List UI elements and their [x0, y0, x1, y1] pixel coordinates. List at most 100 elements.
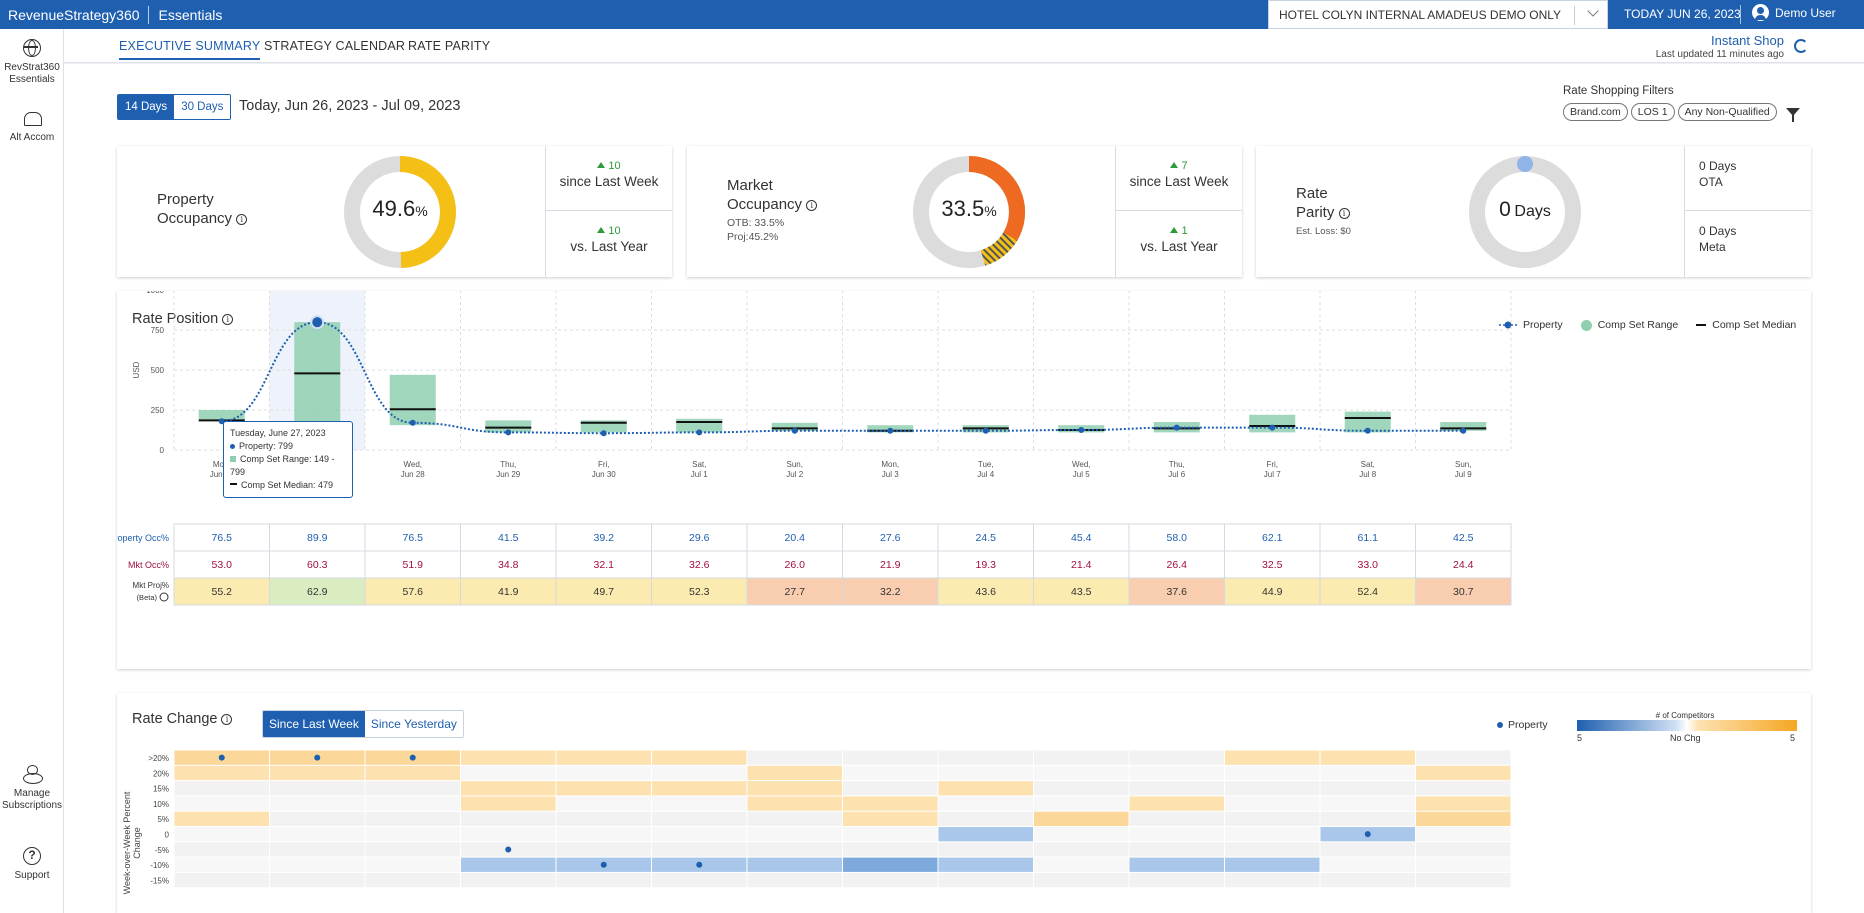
x-tick-date: Jul 6 — [1168, 470, 1185, 479]
heat-cell — [842, 841, 939, 858]
legend-comp-set-median[interactable]: Comp Set Median — [1696, 319, 1796, 331]
heat-cell — [842, 826, 939, 843]
heat-cell — [842, 764, 939, 782]
info-icon[interactable]: i — [236, 214, 248, 225]
filter-icon[interactable] — [1785, 108, 1800, 122]
comp-set-range-bar — [771, 422, 818, 431]
user-menu[interactable]: Demo User — [1752, 4, 1836, 21]
tooltip-date: Tuesday, June 27, 2023 — [230, 428, 326, 438]
instant-shop-link[interactable]: Instant Shop — [1711, 33, 1784, 48]
info-icon[interactable]: i — [806, 200, 818, 211]
table-cell — [460, 577, 557, 606]
info-icon[interactable]: i — [221, 714, 233, 725]
heat-cell — [1128, 749, 1225, 766]
heat-cell — [1224, 780, 1321, 797]
projection-value: Proj:45.2% — [727, 231, 779, 243]
subscriptions-icon — [23, 765, 43, 784]
x-tick-date: Jul 7 — [1264, 470, 1281, 479]
table-cell-value: 29.6 — [689, 532, 710, 544]
filter-chip-los[interactable]: LOS 1 — [1630, 103, 1675, 121]
hotel-select[interactable]: HOTEL COLYN INTERNAL AMADEUS DEMO ONLY — [1268, 0, 1608, 29]
sidebar-item-alt-accom[interactable]: Alt Accom — [0, 109, 64, 144]
x-tick-day: Sun, — [787, 460, 803, 469]
table-cell-value: 57.6 — [403, 586, 424, 598]
sidebar-item-manage-subscriptions[interactable]: Manage Subscriptions — [0, 765, 64, 812]
chevron-down-icon[interactable] — [1587, 5, 1599, 17]
tooltip-property-row: Property: 799 — [230, 440, 346, 453]
info-icon[interactable]: i — [1338, 208, 1350, 219]
tab-rate-parity[interactable]: RATE PARITY — [408, 39, 491, 53]
sidebar-item-support[interactable]: ? Support — [0, 847, 64, 882]
tab-executive-summary[interactable]: EXECUTIVE SUMMARY — [119, 39, 261, 60]
property-rate-point — [1364, 427, 1371, 434]
heat-cell-filled — [461, 796, 556, 811]
info-icon[interactable]: i — [222, 314, 234, 325]
y-tick-label: -5% — [155, 846, 169, 855]
heat-cell-filled — [556, 750, 651, 765]
heat-cell — [937, 810, 1034, 827]
y-tick-label: -15% — [150, 876, 169, 885]
table-cell — [1224, 577, 1321, 606]
heat-cell-filled — [1416, 796, 1511, 811]
market-occupancy-comparisons: 7 since Last Week 1 vs. Last Year — [1115, 146, 1242, 277]
filter-chip-brand[interactable]: Brand.com — [1563, 103, 1628, 121]
since-last-week: 10 since Last Week — [546, 146, 672, 211]
competitor-scale-bar — [1577, 720, 1797, 731]
building-icon — [23, 109, 42, 127]
since-yesterday-button[interactable]: Since Yesterday — [364, 711, 463, 737]
rate-change-heatmap: >20% 20% 15% 10% 5% 0 -5% -10% -15% — [148, 749, 1512, 889]
property-rate-point — [696, 429, 703, 436]
donut-marker — [1517, 156, 1533, 172]
rate-change-toggle: Since Last Week Since Yesterday — [262, 710, 464, 738]
heat-cell-filled — [843, 796, 938, 811]
x-tick-date: Jul 3 — [882, 470, 899, 479]
heat-cell — [1033, 749, 1130, 766]
rate-parity-donut — [1469, 156, 1581, 268]
delta-up: 7 — [1116, 160, 1242, 172]
tab-strategy-calendar[interactable]: STRATEGY CALENDAR — [264, 39, 406, 53]
rate-position-legend: Property Comp Set Range Comp Set Median — [1499, 319, 1796, 331]
heat-cell — [269, 810, 366, 827]
heat-cell — [460, 810, 557, 827]
vs-last-year: 1 vs. Last Year — [1116, 211, 1242, 276]
x-tick-day: Sun, — [1455, 460, 1471, 469]
heat-cell — [651, 810, 748, 827]
row-label-property-occ: Property Occ% — [117, 533, 169, 543]
parity-days: 0 Days — [1699, 159, 1737, 173]
refresh-icon[interactable] — [1794, 39, 1808, 53]
filter-chip-rate-type[interactable]: Any Non-Qualified — [1677, 103, 1777, 121]
legend-label: Comp Set Median — [1712, 319, 1797, 331]
x-tick-date: Jul 2 — [786, 470, 803, 479]
heat-cell — [555, 871, 652, 889]
heat-cell — [1319, 764, 1416, 782]
legend-property-marker — [1497, 722, 1503, 728]
x-tick-date: Jul 4 — [977, 470, 994, 479]
table-cell-value: 61.1 — [1358, 532, 1379, 544]
table-cell — [1128, 577, 1225, 606]
x-tick-date: Jul 5 — [1073, 470, 1090, 479]
y-tick-label: 1000 — [146, 291, 164, 295]
since-last-week-button[interactable]: Since Last Week — [263, 711, 365, 737]
ota-parity: 0 Days OTA — [1685, 146, 1811, 211]
y-tick-label: 500 — [151, 366, 165, 375]
range-14-days-button[interactable]: 14 Days — [118, 95, 175, 119]
market-occupancy-donut — [913, 156, 1025, 268]
heat-cell — [1224, 841, 1321, 858]
rate-parity-breakdown: 0 Days OTA 0 Days Meta — [1684, 146, 1811, 277]
range-toggle: 14 Days 30 Days — [117, 94, 232, 120]
heat-cell-filled — [1225, 750, 1320, 765]
range-30-days-button[interactable]: 30 Days — [174, 95, 231, 119]
legend-comp-set-range[interactable]: Comp Set Range — [1580, 319, 1678, 331]
delta-up: 1 — [1116, 225, 1242, 237]
heat-cell-filled — [1416, 765, 1511, 781]
heat-cell-filled — [938, 857, 1033, 872]
legend-property[interactable]: Property — [1499, 319, 1563, 331]
tooltip-median: Comp Set Median: 479 — [241, 480, 334, 490]
heat-cell — [1128, 826, 1225, 843]
top-bar: RevenueStrategy360 Essentials HOTEL COLY… — [0, 0, 1864, 29]
sidebar-item-revstrat[interactable]: RevStrat360 Essentials — [0, 39, 64, 86]
delta-up: 10 — [546, 225, 672, 237]
kpi-unit: % — [984, 203, 997, 219]
x-tick-day: Mon, — [213, 460, 231, 469]
heat-cell-filled — [1129, 796, 1224, 811]
